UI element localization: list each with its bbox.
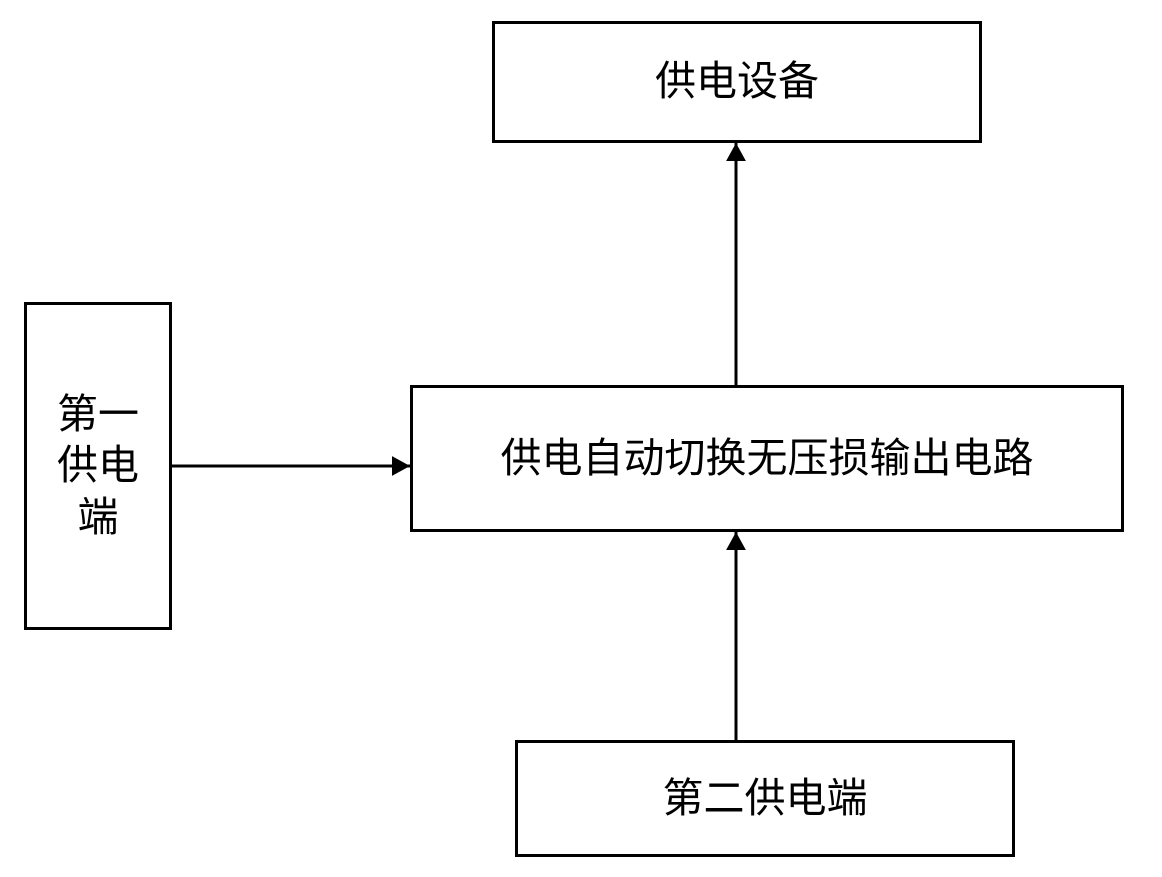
node-power-equipment: 供电设备 — [492, 21, 982, 143]
node-auto-switch-circuit: 供电自动切换无压损输出电路 — [410, 385, 1124, 532]
node-first-power-terminal: 第一供电端 — [24, 302, 172, 630]
block-diagram: 供电设备 第一供电端 供电自动切换无压损输出电路 第二供电端 — [0, 0, 1162, 877]
node-label: 第二供电端 — [663, 772, 868, 825]
node-label: 第一供电端 — [57, 389, 139, 543]
node-label: 供电设备 — [655, 55, 819, 108]
node-second-power-terminal: 第二供电端 — [515, 740, 1015, 857]
node-label: 供电自动切换无压损输出电路 — [501, 432, 1034, 485]
